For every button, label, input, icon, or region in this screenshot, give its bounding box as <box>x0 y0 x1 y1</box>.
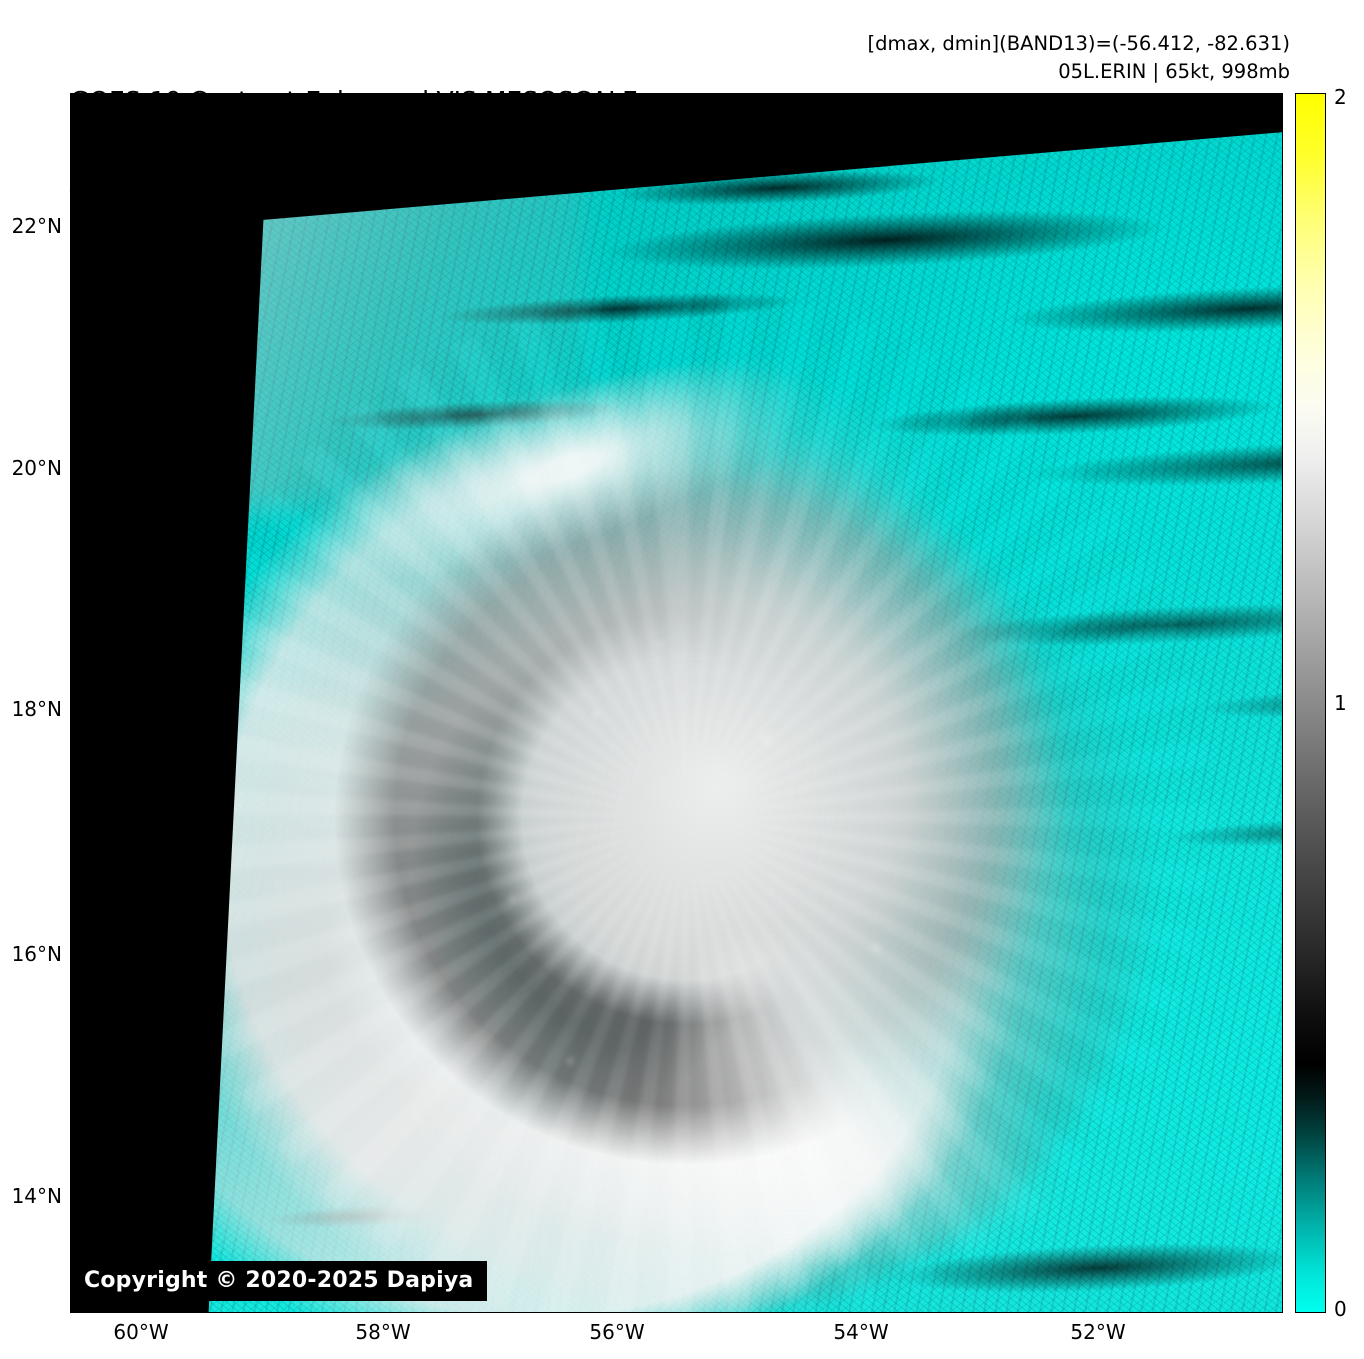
plot-metadata-block: [dmax, dmin](BAND13)=(-56.412, -82.631) … <box>868 30 1290 85</box>
x-axis-tick-label: 56°W <box>589 1320 645 1344</box>
colorbar-tick-label: 2 <box>1334 85 1347 109</box>
x-axis-tick-label: 60°W <box>113 1320 169 1344</box>
colorbar-tick-label: 1 <box>1334 691 1347 715</box>
colorbar <box>1295 93 1326 1313</box>
y-axis-tick-label: 14°N <box>11 1184 62 1208</box>
satellite-image-panel: Copyright © 2020-2025 Dapiya <box>70 93 1283 1313</box>
x-axis-tick-label: 54°W <box>833 1320 889 1344</box>
x-axis-tick-label: 52°W <box>1070 1320 1126 1344</box>
colorbar-tick-label: 0 <box>1334 1297 1347 1321</box>
satellite-swath <box>70 93 1283 1313</box>
y-axis-tick-label: 20°N <box>11 456 62 480</box>
storm-intensity-line: 05L.ERIN | 65kt, 998mb <box>1058 59 1290 83</box>
x-axis-tick-label: 58°W <box>355 1320 411 1344</box>
y-axis-tick-label: 16°N <box>11 942 62 966</box>
data-range-line: [dmax, dmin](BAND13)=(-56.412, -82.631) <box>867 32 1290 55</box>
y-axis-tick-label: 22°N <box>11 214 62 238</box>
copyright-watermark: Copyright © 2020-2025 Dapiya <box>70 1261 488 1301</box>
y-axis-tick-label: 18°N <box>11 697 62 721</box>
